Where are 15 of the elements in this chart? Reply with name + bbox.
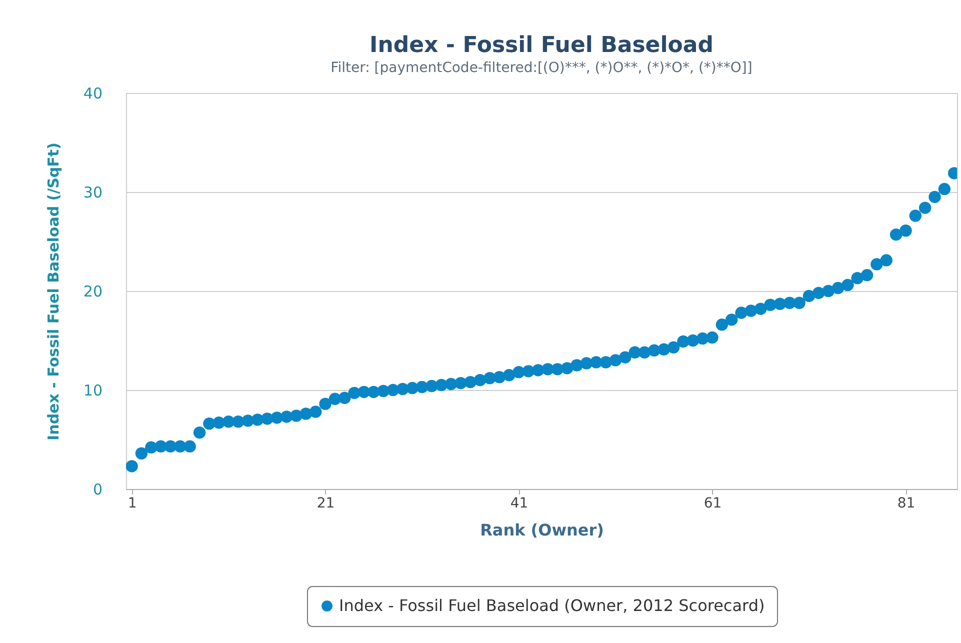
legend-label: Index - Fossil Fuel Baseload (Owner, 2012 Scorecard) <box>339 596 765 615</box>
x-tick-label: 61 <box>704 496 722 512</box>
x-tick-label: 21 <box>316 496 335 512</box>
y-tick-label: 10 <box>83 382 102 400</box>
x-axis-title: Rank (Owner) <box>480 520 604 540</box>
chart-subtitle: Filter: [paymentCode-filtered:[(O)***, (*)O**, (*)*O*, (*)**O]] <box>330 60 752 76</box>
x-tick-label: 1 <box>128 496 137 512</box>
x-tick-label: 41 <box>510 496 528 512</box>
y-tick-label: 30 <box>83 184 102 202</box>
y-tick-label: 20 <box>83 282 102 300</box>
x-tick-label: 81 <box>897 496 916 512</box>
y-tick-label: 0 <box>92 480 102 498</box>
chart-title: Index - Fossil Fuel Baseload <box>370 33 714 58</box>
y-axis-title: Index - Fossil Fuel Baseload (/SqFt) <box>44 142 62 440</box>
y-tick-label: 40 <box>83 84 102 102</box>
